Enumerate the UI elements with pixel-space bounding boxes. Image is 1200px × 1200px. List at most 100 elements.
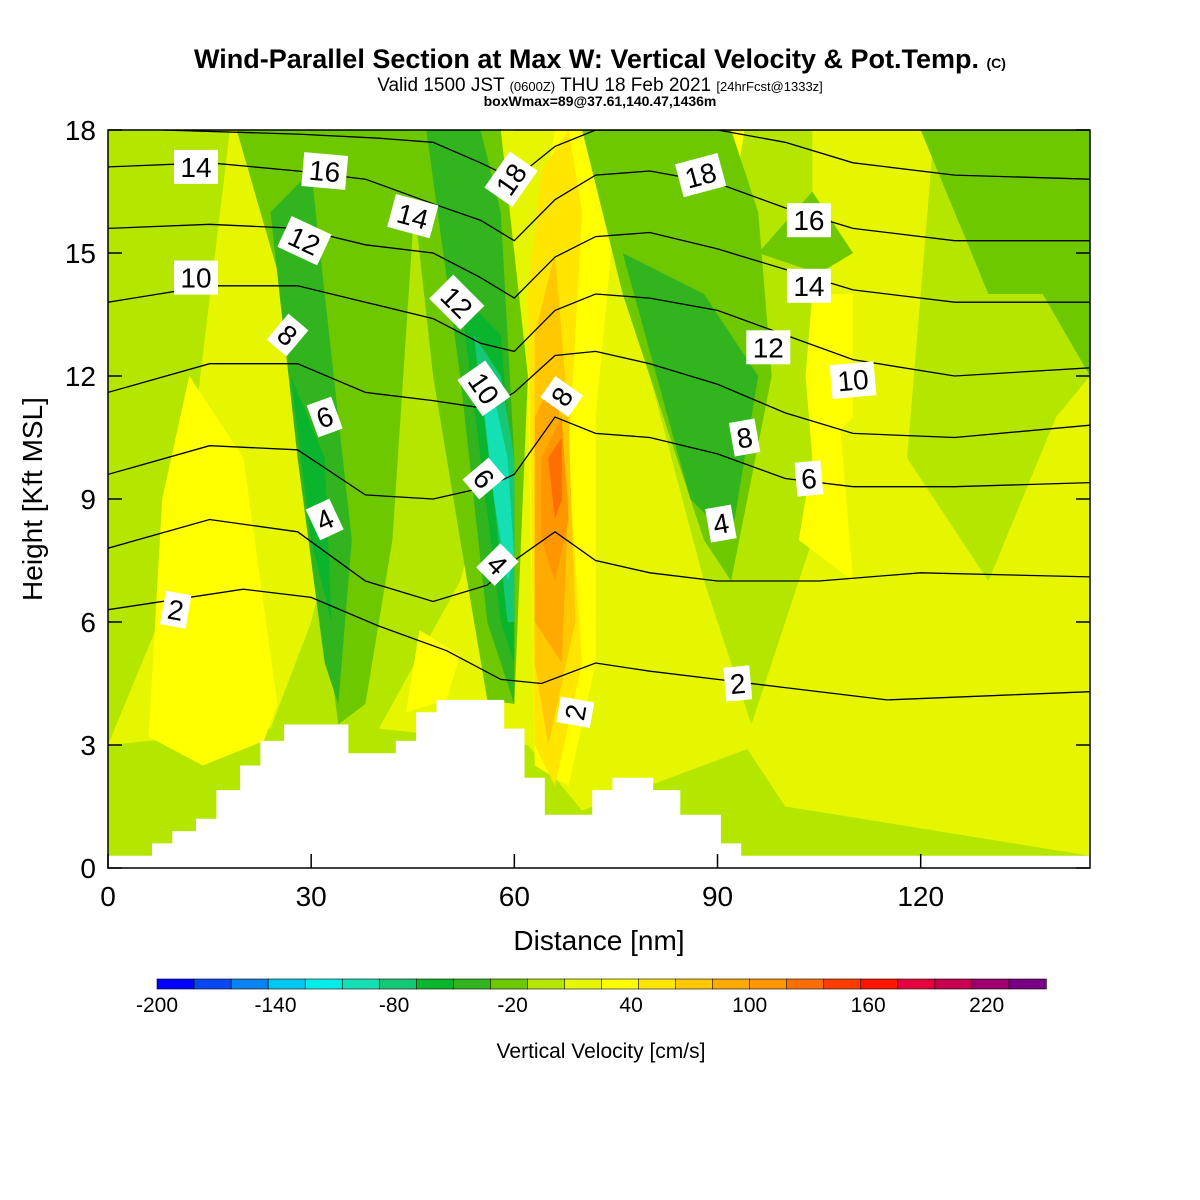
colorbar-swatch-14	[675, 978, 714, 990]
colorbar-swatch-17	[786, 978, 825, 990]
contour-label-8: 8	[728, 418, 761, 457]
svg-text:4: 4	[711, 507, 732, 540]
svg-text:2: 2	[165, 594, 186, 627]
theta-contour-4	[108, 518, 1090, 603]
svg-text:2: 2	[559, 702, 592, 723]
colorbar-swatch-16	[749, 978, 788, 990]
colorbar-swatch-1	[193, 978, 232, 990]
contour-label-10: 10	[174, 260, 218, 295]
x-tick-label-0: 0	[100, 881, 116, 912]
x-tick-label-120: 120	[897, 881, 944, 912]
colorbar-tick-label: -200	[136, 994, 178, 1017]
x-tick-label-60: 60	[499, 881, 530, 912]
colorbar-tick-label: 160	[851, 994, 886, 1017]
contour-label-2: 2	[723, 665, 753, 702]
colorbar-swatch-3	[267, 978, 306, 990]
x-tick-label-30: 30	[296, 881, 327, 912]
svg-text:16: 16	[793, 205, 824, 236]
colorbar-swatch-18	[823, 978, 862, 990]
contour-label-6: 6	[794, 460, 824, 497]
theta-contour-10	[108, 285, 1090, 377]
colorbar-swatch-8	[453, 978, 492, 990]
y-tick-label-18: 18	[65, 115, 96, 146]
y-tick-label-6: 6	[80, 607, 96, 638]
y-tick-label-12: 12	[65, 361, 96, 392]
y-tick-label-0: 0	[80, 853, 96, 884]
theta-contour-2	[108, 588, 1090, 701]
colorbar-swatch-10	[527, 978, 566, 990]
velocity-region-14	[548, 437, 562, 520]
colorbar-tick-label: 220	[969, 994, 1004, 1017]
velocity-fill-layer	[108, 130, 1090, 868]
velocity-region-9	[798, 417, 853, 581]
colorbar-swatch-6	[378, 978, 417, 990]
svg-text:14: 14	[180, 152, 211, 183]
colorbar-swatch-12	[601, 978, 640, 990]
colorbar-tick-label: 100	[732, 994, 767, 1017]
contour-label-10: 10	[829, 361, 877, 399]
contour-label-4: 4	[705, 504, 737, 543]
svg-text:6: 6	[800, 463, 818, 495]
svg-text:10: 10	[180, 263, 211, 294]
colorbar-swatch-4	[304, 978, 343, 990]
x-tick-label-90: 90	[702, 881, 733, 912]
colorbar-swatch-0	[156, 978, 195, 990]
svg-text:14: 14	[793, 271, 824, 302]
chart-title: Wind-Parallel Section at Max W: Vertical…	[194, 44, 1006, 74]
colorbar-swatch-19	[860, 978, 899, 990]
y-tick-label-3: 3	[80, 730, 96, 761]
y-axis-label: Height [Kft MSL]	[17, 397, 48, 601]
terrain-mask	[108, 699, 1090, 868]
contour-label-14: 14	[387, 193, 439, 239]
velocity-region-4	[148, 376, 278, 766]
colorbar-tick-label: -20	[497, 994, 527, 1017]
velocity-region-22	[622, 253, 759, 540]
contour-label-4: 4	[305, 498, 344, 541]
contour-label-16: 16	[786, 203, 831, 238]
theta-contour-8	[108, 350, 1090, 439]
y-tick-label-15: 15	[65, 238, 96, 269]
box-max-line: boxWmax=89@37.61,140.47,1436m	[483, 93, 717, 109]
contour-label-14: 14	[786, 268, 831, 303]
velocity-region-23	[290, 376, 332, 622]
svg-text:10: 10	[836, 364, 870, 398]
colorbar-swatch-2	[230, 978, 269, 990]
colorbar-swatch-9	[490, 978, 529, 990]
colorbar-swatch-13	[638, 978, 677, 990]
colorbar: -200 -140 -80 -20 40 100 160 220	[136, 978, 1047, 1017]
svg-text:16: 16	[308, 155, 342, 189]
svg-text:8: 8	[734, 421, 755, 454]
contour-label-6: 6	[306, 396, 343, 438]
colorbar-tick-label: -140	[254, 994, 296, 1017]
y-tick-label-9: 9	[80, 484, 96, 515]
theta-contour-6	[108, 416, 1090, 500]
contour-label-2: 2	[159, 590, 192, 629]
colorbar-swatch-7	[415, 978, 455, 990]
contour-label-14: 14	[174, 149, 218, 184]
colorbar-label: Vertical Velocity [cm/s]	[497, 1040, 706, 1063]
colorbar-tick-label: -80	[379, 994, 409, 1017]
colorbar-swatch-20	[897, 978, 936, 990]
colorbar-swatch-22	[971, 978, 1010, 990]
svg-text:2: 2	[729, 668, 747, 700]
velocity-region-8	[805, 294, 853, 458]
colorbar-swatch-15	[712, 978, 751, 990]
contour-label-2: 2	[556, 696, 595, 728]
colorbar-swatch-21	[934, 978, 973, 990]
colorbar-swatch-11	[564, 978, 603, 990]
contour-label-18: 18	[674, 152, 727, 198]
colorbar-swatch-5	[341, 978, 380, 990]
velocity-region-19	[920, 130, 1090, 376]
colorbar-swatch-23	[1008, 978, 1047, 990]
theta-contour-16	[162, 130, 1090, 180]
colorbar-tick-label: 40	[619, 994, 642, 1017]
contour-label-12: 12	[746, 330, 791, 365]
terrain-layer	[108, 699, 1090, 868]
svg-text:12: 12	[753, 332, 784, 363]
x-axis-label: Distance [nm]	[513, 925, 684, 956]
axes-layer: 0 30 60 90 120 0 3 6 9 12 15 18	[65, 115, 1091, 912]
valid-time-line: Valid 1500 JST (0600Z) THU 18 Feb 2021 […	[377, 75, 823, 96]
contour-label-16: 16	[301, 152, 349, 190]
